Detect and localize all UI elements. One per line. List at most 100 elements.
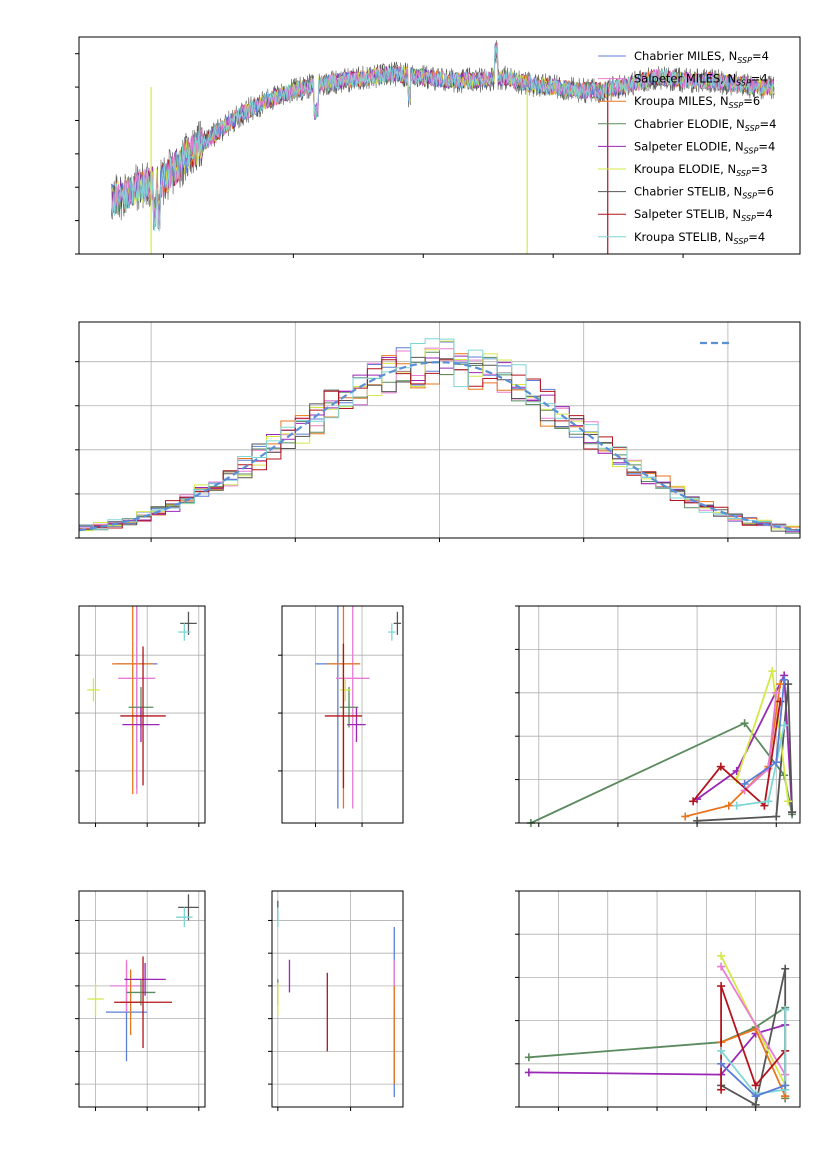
axes-frame	[518, 605, 801, 824]
legend-suffix: =4	[760, 117, 777, 131]
legend-suffix: =4	[751, 72, 768, 86]
weight-marker	[772, 758, 781, 767]
weight-marker	[717, 1046, 726, 1055]
weight-marker	[693, 816, 702, 825]
gridlines	[282, 606, 403, 823]
axes-frame	[281, 605, 404, 824]
weight-marker	[751, 1100, 760, 1109]
error-bar-point	[122, 707, 160, 742]
error-bar-point	[393, 611, 402, 635]
weight-marker	[784, 680, 793, 689]
error-bar-point	[124, 963, 166, 996]
legend-entry: Kroupa MILES, NSSP=6	[634, 94, 760, 110]
weight-marker	[717, 1059, 726, 1068]
weight-lines	[526, 667, 797, 827]
legend-name: Salpeter STELIB, N	[634, 207, 741, 221]
weight-marker	[740, 779, 749, 788]
legend-subscript: SSP	[736, 169, 751, 178]
weight-line-kroupa-stelib	[720, 1009, 787, 1095]
weight-marker	[717, 962, 726, 971]
weight-line-salpeter-elodie	[528, 1024, 786, 1076]
legend-entry: Chabrier MILES, NSSP=4	[634, 49, 769, 65]
gridlines	[79, 606, 205, 823]
axes-frame	[78, 321, 801, 539]
weight-marker	[764, 797, 773, 806]
legend-suffix: =6	[757, 185, 774, 199]
weight-line-salpeter-elodie	[696, 671, 793, 813]
legend-subscript: SSP	[729, 101, 744, 110]
legend-name: Kroupa STELIB, N	[634, 230, 734, 244]
weight-marker	[717, 982, 726, 991]
error-bars	[87, 894, 199, 1062]
legend-suffix: =3	[751, 162, 768, 176]
weight-marker	[751, 1081, 760, 1090]
weight-line-salpeter-miles	[720, 966, 786, 1076]
spectrum-line-kroupa-stelib	[111, 42, 775, 232]
weight-marker	[781, 1005, 790, 1014]
weight-line-salpeter-stelib	[692, 701, 782, 808]
weight-vs-metallicity-panel	[515, 890, 801, 1111]
legend-name: Chabrier MILES, N	[634, 49, 737, 63]
legend-name: Kroupa ELODIE, N	[634, 162, 736, 176]
weight-marker	[751, 1092, 760, 1101]
spectrum-line-salpeter-miles	[111, 42, 775, 230]
error-bar-point	[339, 687, 359, 728]
error-bar-point	[347, 707, 366, 742]
legend-entry: Salpeter STELIB, NSSP=4	[634, 207, 773, 223]
mass-vs-metallicity-panel	[75, 890, 206, 1111]
normal-curve	[78, 360, 801, 532]
weight-marker	[772, 812, 781, 821]
legend-name: Chabrier ELODIE, N	[634, 117, 745, 131]
weight-marker	[772, 688, 781, 697]
weight-marker	[524, 1053, 533, 1062]
axes-frame	[271, 890, 404, 1108]
histogram-salpeter-stelib	[79, 359, 800, 530]
axes-frame	[518, 890, 801, 1108]
legend-suffix: =4	[752, 49, 769, 63]
error-bar-point	[87, 982, 104, 1016]
error-bar-point	[180, 611, 197, 635]
error-bar-point	[335, 606, 370, 809]
legend-name: Salpeter MILES, N	[634, 72, 736, 86]
spectrum-lines	[111, 40, 775, 254]
legend-subscript: SSP	[745, 124, 760, 133]
weight-marker	[717, 951, 726, 960]
weight-marker	[524, 1068, 533, 1077]
error-bar-point	[388, 623, 396, 641]
weight-vs-age-panel	[515, 605, 801, 827]
weight-marker	[768, 667, 777, 676]
axes-frame	[78, 36, 801, 255]
legend-suffix: =4	[758, 139, 775, 153]
weight-marker	[740, 719, 749, 728]
residuals-panel	[75, 321, 801, 542]
error-bar-point	[109, 959, 144, 1013]
weight-marker	[681, 812, 690, 821]
axes-frame	[78, 890, 206, 1108]
error-bar-point	[120, 646, 166, 786]
legend-entry: Kroupa STELIB, NSSP=4	[634, 230, 765, 246]
legend-name: Kroupa MILES, N	[634, 94, 729, 108]
legend-entry: Salpeter ELODIE, NSSP=4	[634, 139, 775, 155]
weight-marker	[724, 801, 733, 810]
weight-lines	[524, 951, 790, 1109]
axes-frame	[78, 605, 206, 824]
error-bar-point	[112, 606, 154, 795]
legend-entry: Salpeter MILES, NSSP=4	[634, 72, 768, 88]
legend-subscript: SSP	[741, 214, 756, 223]
weight-marker	[780, 721, 789, 730]
age-vs-metallicity-panel	[75, 605, 206, 827]
error-bars	[315, 606, 402, 809]
legend-subscript: SSP	[737, 56, 752, 65]
error-bar-point	[339, 678, 351, 702]
legend-name: Chabrier STELIB, N	[634, 185, 742, 199]
weight-marker	[781, 1081, 790, 1090]
error-bar-point	[87, 678, 100, 702]
weight-line-salpeter-stelib	[720, 985, 786, 1090]
age-vs-mass-panel	[278, 605, 404, 827]
gridlines	[272, 891, 403, 1107]
weight-marker	[717, 1085, 726, 1094]
error-bar-point	[126, 979, 156, 1006]
